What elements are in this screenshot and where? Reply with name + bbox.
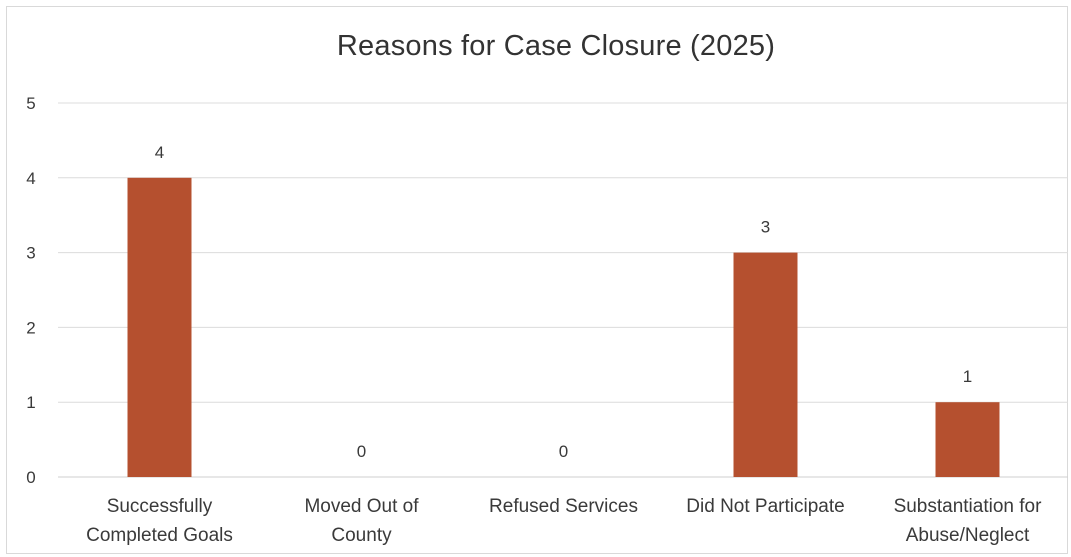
category-label: Abuse/Neglect bbox=[906, 525, 1030, 546]
y-tick-label: 1 bbox=[26, 393, 35, 412]
data-label: 0 bbox=[559, 442, 568, 461]
y-tick-label: 0 bbox=[26, 468, 35, 487]
category-label: Did Not Participate bbox=[686, 496, 844, 517]
data-label: 4 bbox=[155, 143, 164, 162]
data-label: 0 bbox=[357, 442, 366, 461]
y-tick-label: 4 bbox=[26, 169, 35, 188]
y-tick-label: 5 bbox=[26, 94, 35, 113]
category-label: Completed Goals bbox=[86, 525, 233, 546]
category-label: Moved Out of bbox=[304, 496, 419, 517]
category-label: Substantiation for bbox=[894, 496, 1043, 517]
chart-title: Reasons for Case Closure (2025) bbox=[336, 30, 776, 62]
bar bbox=[935, 402, 1000, 477]
y-tick-label: 2 bbox=[26, 318, 35, 337]
bar bbox=[733, 252, 798, 477]
data-label: 3 bbox=[761, 218, 770, 237]
bar bbox=[127, 177, 192, 478]
y-tick-label: 3 bbox=[26, 244, 35, 263]
category-label: Successfully bbox=[107, 496, 213, 517]
category-label: Refused Services bbox=[489, 496, 638, 517]
data-label: 1 bbox=[963, 367, 972, 386]
category-label: County bbox=[331, 525, 392, 546]
